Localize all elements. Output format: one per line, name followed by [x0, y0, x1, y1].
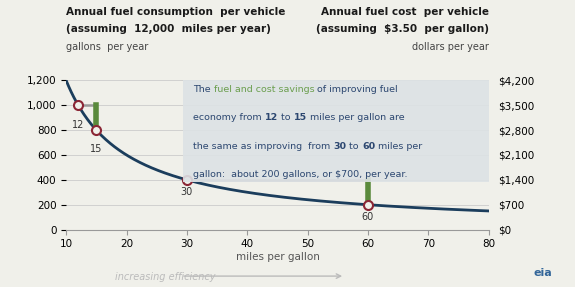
Text: The: The [193, 85, 214, 94]
Text: 15: 15 [294, 113, 306, 122]
Text: 12: 12 [72, 120, 85, 130]
Text: economy from: economy from [193, 113, 265, 122]
Text: Annual fuel cost  per vehicle: Annual fuel cost per vehicle [321, 7, 489, 17]
Text: 30: 30 [334, 141, 347, 151]
Text: 30: 30 [181, 187, 193, 197]
Text: gallons  per year: gallons per year [66, 42, 148, 52]
Text: 15: 15 [90, 144, 102, 154]
Text: 60: 60 [362, 212, 374, 222]
Text: (assuming  $3.50  per gallon): (assuming $3.50 per gallon) [316, 24, 489, 34]
Text: (assuming  12,000  miles per year): (assuming 12,000 miles per year) [66, 24, 271, 34]
Text: fuel and cost savings: fuel and cost savings [214, 85, 315, 94]
Text: increasing efficiency: increasing efficiency [115, 272, 216, 282]
Text: Annual fuel consumption  per vehicle: Annual fuel consumption per vehicle [66, 7, 286, 17]
Text: 60: 60 [362, 141, 375, 151]
Text: 12: 12 [265, 113, 278, 122]
X-axis label: miles per gallon: miles per gallon [236, 252, 319, 262]
FancyBboxPatch shape [183, 80, 489, 182]
Text: to: to [347, 141, 362, 151]
Text: gallon:  about 200 gallons, or $700, per year.: gallon: about 200 gallons, or $700, per … [193, 170, 408, 179]
Text: to: to [278, 113, 294, 122]
Text: of improving fuel: of improving fuel [315, 85, 398, 94]
Text: dollars per year: dollars per year [412, 42, 489, 52]
Text: eia: eia [533, 268, 552, 278]
Text: the same as improving  from: the same as improving from [193, 141, 334, 151]
Text: miles per gallon are: miles per gallon are [306, 113, 404, 122]
Text: miles per: miles per [375, 141, 423, 151]
